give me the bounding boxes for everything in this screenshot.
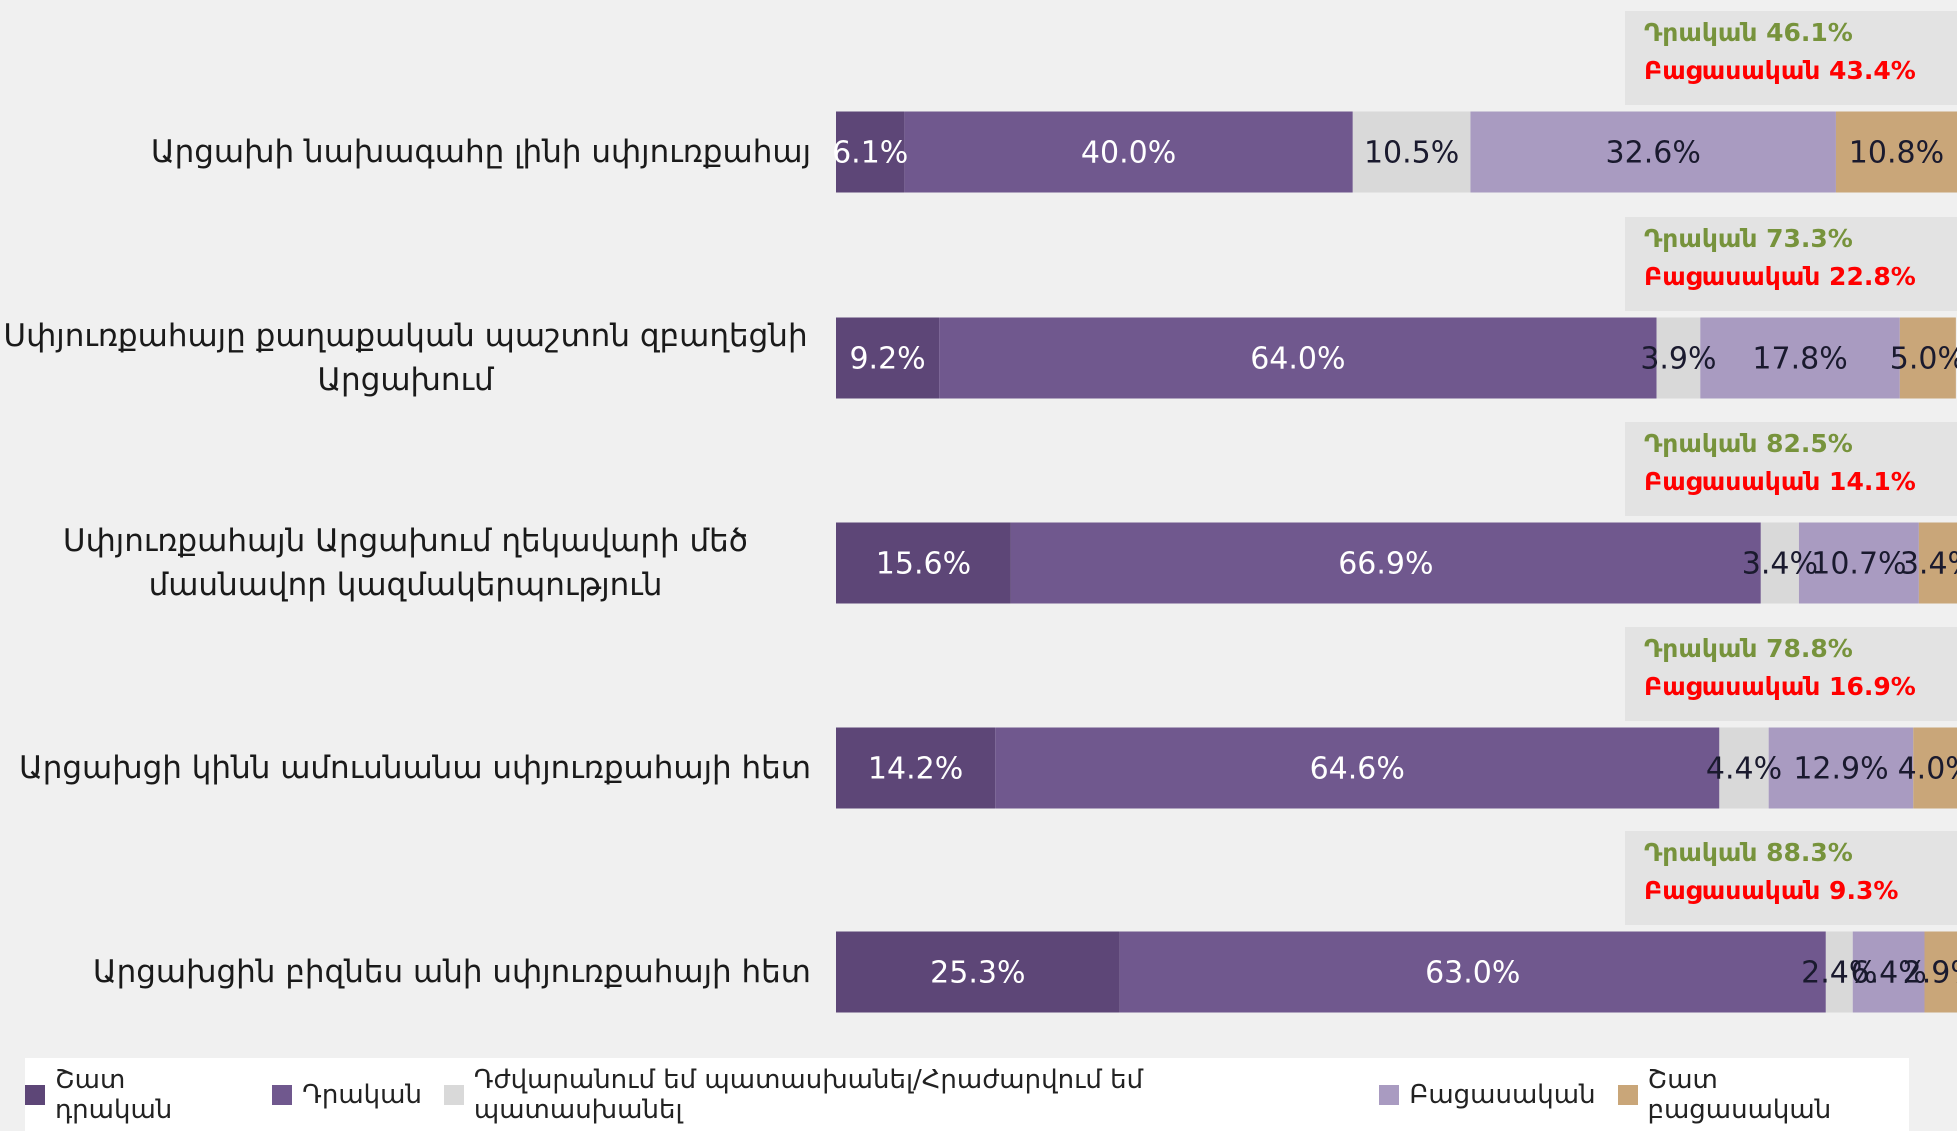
data-label: 10.7%: [1811, 547, 1906, 582]
bar-segment: [1700, 317, 1900, 399]
data-label: 9.2%: [849, 342, 925, 377]
bar-segment: [1352, 111, 1471, 193]
data-label: 17.8%: [1752, 342, 1847, 377]
data-label: 10.8%: [1849, 136, 1944, 171]
bar-segment: [836, 111, 905, 193]
legend-item: Դրական: [272, 1080, 422, 1110]
data-label: 3.4%: [1900, 547, 1957, 582]
annotation-box: [1625, 627, 1957, 721]
bar-segment: [1760, 522, 1799, 604]
legend-item: Շատ բացասական: [1617, 1064, 1909, 1125]
bar-segment: [1719, 727, 1769, 809]
bar-segment: [1119, 931, 1826, 1013]
annotation-positive: Դրական 82.5%: [1644, 429, 1853, 458]
bar-segment: [1470, 111, 1836, 193]
data-label: 3.9%: [1640, 342, 1716, 377]
data-label: 32.6%: [1606, 136, 1701, 171]
data-label: 15.6%: [876, 547, 971, 582]
category-label: Արցախցին բիզնես անի սփյուռքահայի հետ: [92, 954, 811, 990]
annotation-positive: Դրական 88.3%: [1644, 838, 1853, 867]
data-label: 64.6%: [1310, 752, 1405, 787]
data-label: 4.4%: [1706, 752, 1782, 787]
data-label: 14.2%: [868, 752, 963, 787]
annotation-positive: Դրական 73.3%: [1644, 224, 1853, 253]
annotation-negative: Բացասական 9.3%: [1644, 876, 1898, 905]
legend-label: Շատ դրական: [54, 1064, 173, 1125]
bar-segment: [1768, 727, 1914, 809]
legend-label: Բացասական: [1409, 1079, 1596, 1110]
data-label: 66.9%: [1338, 547, 1433, 582]
legend-swatch: [272, 1084, 293, 1105]
bar-segment: [836, 931, 1120, 1013]
bar-segment: [1918, 522, 1957, 604]
annotation-positive: Դրական 46.1%: [1644, 18, 1853, 47]
annotation-negative: Բացասական 22.8%: [1644, 262, 1916, 291]
annotation-box: [1625, 11, 1957, 105]
category-label: Արցախի նախագահը լինի սփյուռքահայ: [150, 134, 811, 170]
annotation-negative: Բացասական 16.9%: [1644, 672, 1916, 701]
data-label: 3.4%: [1742, 547, 1818, 582]
annotation-box: [1625, 422, 1957, 516]
data-label: 63.0%: [1425, 956, 1520, 991]
bar-segment: [995, 727, 1720, 809]
legend-label: Շատ բացասական: [1647, 1064, 1832, 1125]
data-label: 40.0%: [1081, 136, 1176, 171]
bar-segment: [1825, 931, 1853, 1013]
bar-segment: [1924, 931, 1957, 1013]
legend-swatch: [443, 1084, 464, 1105]
bar-segment: [1852, 931, 1925, 1013]
data-label: 2.4%: [1801, 956, 1877, 991]
bar-segment: [836, 522, 1011, 604]
legend-swatch: [1617, 1084, 1638, 1105]
category-label: Արցախցի կինն ամուսնանա սփյուռքահայի հետ: [19, 750, 811, 786]
legend-label: Դրական: [302, 1079, 422, 1110]
legend: Շատ դրական Դրական Դժվարանում եմ պատասխանել…: [25, 1058, 1909, 1131]
category-label: Սփյուռքահայն Արցախում ղեկավարի մեծ մասնա…: [62, 523, 749, 603]
data-label: 2.9%: [1903, 956, 1957, 991]
bar-segment: [1798, 522, 1919, 604]
bar-segment: [836, 317, 940, 399]
annotation-negative: Բացասական 14.1%: [1644, 467, 1916, 496]
data-label: 6.4%: [1851, 956, 1927, 991]
legend-item: Բացասական: [1379, 1079, 1596, 1110]
bar-segment: [939, 317, 1657, 399]
legend-item: Շատ դրական: [25, 1065, 250, 1125]
category-label: Սփյուռքահայը քաղաքական պաշտոն զբաղեցնի Ա…: [3, 318, 808, 398]
bar-segment: [836, 727, 996, 809]
annotation-box: [1625, 831, 1957, 925]
bar-segment: [1913, 727, 1957, 809]
bar-segment: [1656, 317, 1701, 399]
bar-segment: [904, 111, 1353, 193]
data-label: 64.0%: [1250, 342, 1345, 377]
annotation-positive: Դրական 78.8%: [1644, 634, 1853, 663]
data-label: 6.1%: [832, 136, 908, 171]
legend-label: Դժվարանում եմ պատասխանել/Հրաժարվում եմ պ…: [473, 1064, 1144, 1125]
bar-segment: [1835, 111, 1957, 193]
annotation-negative: Բացասական 43.4%: [1644, 56, 1916, 85]
data-label: 10.5%: [1364, 136, 1459, 171]
data-label: 12.9%: [1793, 752, 1888, 787]
data-label: 5.0%: [1890, 342, 1957, 377]
data-label: 25.3%: [930, 956, 1025, 991]
bar-segment: [1010, 522, 1761, 604]
bar-segment: [1899, 317, 1956, 399]
legend-item: Դժվարանում եմ պատասխանել/Հրաժարվում եմ պ…: [443, 1064, 1357, 1125]
legend-swatch: [25, 1084, 45, 1105]
legend-swatch: [1379, 1084, 1400, 1105]
annotation-box: [1625, 217, 1957, 311]
data-label: 4.0%: [1898, 752, 1957, 787]
